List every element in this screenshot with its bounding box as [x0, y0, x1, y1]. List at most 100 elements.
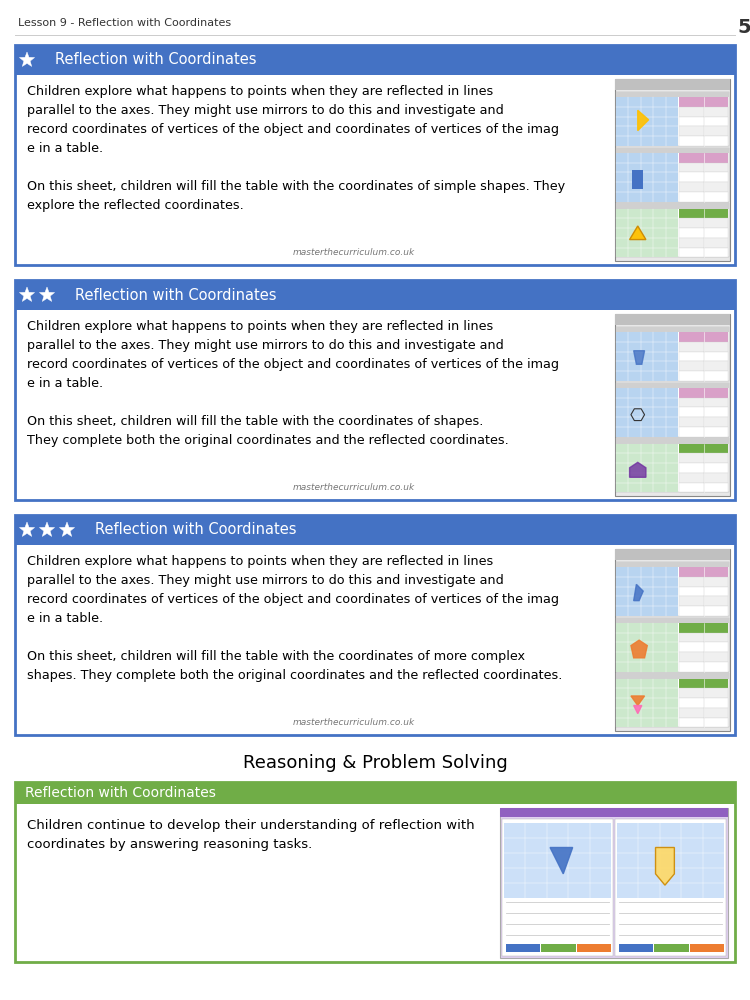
FancyBboxPatch shape — [680, 388, 728, 398]
Text: Children continue to develop their understanding of reflection with
coordinates : Children continue to develop their under… — [27, 819, 475, 851]
FancyBboxPatch shape — [615, 549, 730, 731]
Polygon shape — [638, 110, 649, 131]
FancyBboxPatch shape — [690, 944, 724, 952]
FancyBboxPatch shape — [680, 332, 728, 342]
Polygon shape — [20, 522, 34, 536]
Text: 5: 5 — [737, 18, 750, 37]
FancyBboxPatch shape — [577, 944, 611, 952]
FancyBboxPatch shape — [15, 515, 735, 735]
FancyBboxPatch shape — [680, 679, 728, 688]
FancyBboxPatch shape — [615, 314, 730, 496]
FancyBboxPatch shape — [616, 203, 729, 257]
Text: On this sheet, children will fill the table with the coordinates of shapes.
They: On this sheet, children will fill the ta… — [27, 415, 508, 447]
FancyBboxPatch shape — [542, 944, 576, 952]
FancyBboxPatch shape — [680, 407, 728, 417]
FancyBboxPatch shape — [680, 642, 728, 652]
FancyBboxPatch shape — [680, 136, 728, 146]
FancyBboxPatch shape — [680, 126, 728, 136]
FancyBboxPatch shape — [616, 332, 678, 381]
Polygon shape — [20, 287, 34, 301]
FancyBboxPatch shape — [680, 427, 728, 437]
Polygon shape — [550, 847, 573, 874]
FancyBboxPatch shape — [680, 192, 728, 202]
FancyBboxPatch shape — [680, 463, 728, 473]
Text: Children explore what happens to points when they are reflected in lines
paralle: Children explore what happens to points … — [27, 555, 559, 625]
FancyBboxPatch shape — [15, 280, 735, 500]
Polygon shape — [656, 847, 674, 885]
FancyBboxPatch shape — [502, 819, 613, 956]
Polygon shape — [634, 705, 642, 714]
FancyBboxPatch shape — [680, 633, 728, 642]
FancyBboxPatch shape — [615, 79, 730, 261]
FancyBboxPatch shape — [616, 438, 729, 444]
FancyBboxPatch shape — [615, 549, 730, 560]
FancyBboxPatch shape — [680, 248, 728, 257]
FancyBboxPatch shape — [619, 944, 653, 952]
FancyBboxPatch shape — [616, 97, 678, 146]
FancyBboxPatch shape — [616, 444, 678, 492]
Text: Lesson 9 - Reflection with Coordinates: Lesson 9 - Reflection with Coordinates — [18, 18, 231, 28]
FancyBboxPatch shape — [616, 383, 729, 388]
FancyBboxPatch shape — [680, 361, 728, 371]
FancyBboxPatch shape — [617, 823, 724, 898]
Polygon shape — [631, 696, 644, 705]
Text: Reasoning & Problem Solving: Reasoning & Problem Solving — [243, 754, 507, 772]
Polygon shape — [631, 640, 647, 658]
FancyBboxPatch shape — [616, 618, 729, 623]
FancyBboxPatch shape — [15, 45, 735, 75]
FancyBboxPatch shape — [680, 662, 728, 672]
FancyBboxPatch shape — [680, 228, 728, 238]
Polygon shape — [629, 462, 646, 477]
FancyBboxPatch shape — [616, 388, 678, 437]
FancyBboxPatch shape — [616, 327, 729, 332]
FancyBboxPatch shape — [506, 944, 540, 952]
FancyBboxPatch shape — [15, 782, 735, 804]
FancyBboxPatch shape — [615, 314, 730, 325]
Text: Children explore what happens to points when they are reflected in lines
paralle: Children explore what happens to points … — [27, 320, 559, 390]
FancyBboxPatch shape — [616, 383, 729, 437]
FancyBboxPatch shape — [616, 562, 729, 567]
FancyBboxPatch shape — [680, 577, 728, 587]
FancyBboxPatch shape — [680, 238, 728, 248]
FancyBboxPatch shape — [500, 808, 728, 817]
FancyBboxPatch shape — [680, 623, 728, 633]
FancyBboxPatch shape — [680, 587, 728, 596]
FancyBboxPatch shape — [680, 652, 728, 662]
FancyBboxPatch shape — [680, 698, 728, 708]
FancyBboxPatch shape — [504, 823, 611, 898]
Text: Reflection with Coordinates: Reflection with Coordinates — [55, 52, 256, 68]
FancyBboxPatch shape — [616, 327, 729, 381]
Text: Reflection with Coordinates: Reflection with Coordinates — [25, 786, 216, 800]
Text: Reflection with Coordinates: Reflection with Coordinates — [75, 288, 277, 302]
Polygon shape — [20, 52, 34, 66]
FancyBboxPatch shape — [615, 79, 730, 90]
FancyBboxPatch shape — [616, 148, 729, 202]
Text: masterthecurriculum.co.uk: masterthecurriculum.co.uk — [292, 483, 415, 492]
FancyBboxPatch shape — [15, 782, 735, 962]
FancyBboxPatch shape — [680, 483, 728, 492]
FancyBboxPatch shape — [632, 170, 644, 189]
FancyBboxPatch shape — [616, 562, 729, 616]
FancyBboxPatch shape — [15, 45, 735, 265]
FancyBboxPatch shape — [616, 673, 729, 679]
FancyBboxPatch shape — [680, 371, 728, 381]
FancyBboxPatch shape — [680, 444, 728, 453]
Polygon shape — [40, 287, 55, 301]
FancyBboxPatch shape — [680, 688, 728, 698]
FancyBboxPatch shape — [680, 352, 728, 361]
FancyBboxPatch shape — [680, 163, 728, 172]
FancyBboxPatch shape — [680, 97, 728, 107]
FancyBboxPatch shape — [616, 148, 729, 153]
FancyBboxPatch shape — [680, 398, 728, 407]
FancyBboxPatch shape — [680, 218, 728, 228]
FancyBboxPatch shape — [616, 209, 678, 257]
FancyBboxPatch shape — [680, 718, 728, 727]
FancyBboxPatch shape — [616, 618, 729, 672]
FancyBboxPatch shape — [680, 117, 728, 126]
Text: masterthecurriculum.co.uk: masterthecurriculum.co.uk — [292, 718, 415, 727]
FancyBboxPatch shape — [680, 708, 728, 718]
FancyBboxPatch shape — [680, 417, 728, 427]
FancyBboxPatch shape — [680, 453, 728, 463]
Text: On this sheet, children will fill the table with the coordinates of more complex: On this sheet, children will fill the ta… — [27, 650, 562, 682]
Polygon shape — [629, 226, 646, 240]
